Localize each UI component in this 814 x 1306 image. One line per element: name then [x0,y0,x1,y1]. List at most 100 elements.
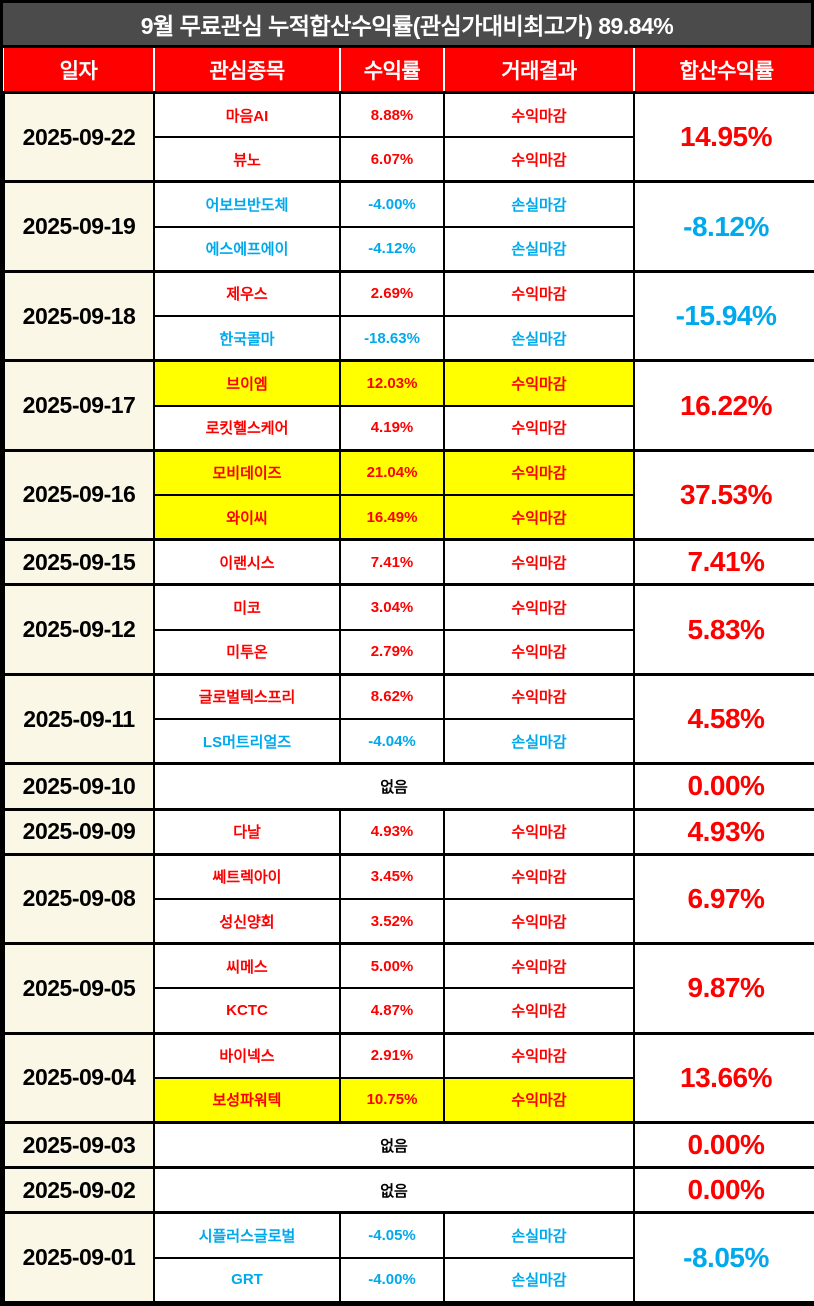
table-row: 미투온 2.79% 수익마감 [4,628,814,676]
total-return-cell: 4.93% [633,807,814,856]
table-row: 2025-09-08 쎄트렉아이 3.45% 수익마감 6.97% [3,852,814,945]
return-cell: 4.93% [339,807,445,856]
return-cell: 3.52% [339,897,445,945]
trade-result-cell: 수익마감 [443,359,635,407]
table-row: 2025-09-15 이랜시스 7.41% 수익마감 7.41% [3,538,814,586]
trade-result-cell: 수익마감 [443,404,635,452]
return-cell: 2.69% [339,269,445,318]
stock-name-cell: 바이넥스 [153,1031,341,1079]
table-row: 성신양회 3.52% 수익마감 [4,897,814,945]
stock-name-cell: GRT [153,1256,341,1304]
no-pick-cell: 없음 [153,1166,635,1214]
returns-table: 일자 관심종목 수익률 거래결과 합산수익률 2025-09-22 마음AI 8.88% 수익… [3,48,814,1304]
stock-name-cell: 뷰노 [153,136,341,183]
table-row: LS머트리얼즈 -4.04% 손실마감 [4,718,814,765]
column-header: 수익률 [339,48,445,94]
table-row: 에스에프에이 -4.12% 손실마감 [4,225,814,273]
stock-name-cell: 모비데이즈 [153,448,341,496]
return-cell: 21.04% [339,448,445,496]
stock-name-cell: 보성파워텍 [153,1076,341,1124]
trade-result-cell: 손실마감 [443,718,635,765]
header-row: 일자 관심종목 수익률 거래결과 합산수익률 [4,48,814,94]
total-return-cell: -15.94% [633,269,814,362]
trade-result-cell: 수익마감 [443,91,635,139]
date-cell: 2025-09-16 [3,448,155,541]
total-return-cell: 37.53% [633,448,814,541]
stock-name-cell: 마음AI [153,91,341,139]
trade-result-cell: 수익마감 [443,628,635,676]
date-cell: 2025-09-09 [3,807,155,856]
table-row: 보성파워텍 10.75% 수익마감 [4,1076,814,1124]
trade-result-cell: 손실마감 [443,315,635,362]
total-return-cell: 0.00% [633,1166,814,1214]
total-return-cell: 14.95% [633,90,814,183]
stock-name-cell: 글로벌텍스프리 [153,672,341,721]
table-body: 2025-09-22 마음AI 8.88% 수익마감 14.95% 뷰노 6.07% 수익마감… [3,90,814,1304]
table-row: 와이씨 16.49% 수익마감 [4,493,814,541]
trade-result-cell: 손실마감 [443,1256,635,1304]
trade-result-cell: 수익마감 [443,852,635,900]
return-cell: 4.87% [339,987,445,1035]
total-return-cell: 0.00% [633,1121,814,1169]
return-cell: 10.75% [339,1076,445,1124]
trade-result-cell: 수익마감 [443,1076,635,1124]
date-cell: 2025-09-08 [3,852,155,945]
total-return-cell: -8.05% [633,1211,814,1304]
stock-name-cell: 에스에프에이 [153,225,341,273]
date-cell: 2025-09-15 [3,538,155,586]
date-cell: 2025-09-17 [3,359,155,452]
table-title: 9월 무료관심 누적합산수익률(관심가대비최고가) 89.84% [3,3,811,48]
column-header: 관심종목 [153,48,341,94]
stock-name-cell: 이랜시스 [153,538,341,586]
total-return-cell: 16.22% [633,359,814,452]
return-cell: 3.04% [339,583,445,631]
table-header: 일자 관심종목 수익률 거래결과 합산수익률 [4,48,814,94]
trade-result-cell: 수익마감 [443,942,635,990]
table-row: 로킷헬스케어 4.19% 수익마감 [4,404,814,452]
table-row: 2025-09-05 씨메스 5.00% 수익마감 9.87% [3,942,814,1035]
total-return-cell: -8.12% [633,180,814,273]
return-cell: 4.19% [339,404,445,452]
date-cell: 2025-09-04 [3,1031,155,1124]
stock-name-cell: 어보브반도체 [153,180,341,228]
total-return-cell: 4.58% [633,672,814,765]
trade-result-cell: 손실마감 [443,180,635,228]
table-row: 2025-09-03 없음 0.00% [3,1121,814,1169]
total-return-cell: 0.00% [633,762,814,811]
return-cell: 7.41% [339,538,445,586]
total-return-cell: 6.97% [633,852,814,945]
date-cell: 2025-09-19 [3,180,155,273]
return-cell: -4.00% [339,180,445,228]
stock-name-cell: KCTC [153,987,341,1035]
trade-result-cell: 수익마감 [443,807,635,856]
table-row: 2025-09-11 글로벌텍스프리 8.62% 수익마감 4.58% [3,672,814,765]
return-cell: -4.00% [339,1256,445,1304]
return-cell: 8.88% [339,91,445,139]
table-row: 2025-09-17 브이엠 12.03% 수익마감 16.22% [3,359,814,452]
return-cell: 5.00% [339,942,445,990]
total-return-cell: 5.83% [633,583,814,676]
return-cell: 3.45% [339,852,445,900]
column-header: 합산수익률 [633,48,814,94]
stock-name-cell: 씨메스 [153,942,341,990]
return-cell: -4.05% [339,1211,445,1259]
date-cell: 2025-09-22 [3,90,155,183]
table-row: 2025-09-10 없음 0.00% [3,762,814,811]
column-header: 거래결과 [443,48,635,94]
table-row: GRT -4.00% 손실마감 [4,1256,814,1304]
table-row: 2025-09-16 모비데이즈 21.04% 수익마감 37.53% [3,448,814,541]
table-row: 2025-09-12 미코 3.04% 수익마감 5.83% [3,583,814,676]
stock-name-cell: 미투온 [153,628,341,676]
trade-result-cell: 수익마감 [443,583,635,631]
table-row: 2025-09-09 다날 4.93% 수익마감 4.93% [3,807,814,856]
return-cell: -4.12% [339,225,445,273]
trade-result-cell: 수익마감 [443,136,635,183]
total-return-cell: 7.41% [633,538,814,586]
stock-name-cell: 쎄트렉아이 [153,852,341,900]
trade-result-cell: 수익마감 [443,538,635,586]
trade-result-cell: 손실마감 [443,225,635,273]
no-pick-cell: 없음 [153,762,635,811]
table-row: 뷰노 6.07% 수익마감 [4,136,814,183]
total-return-cell: 13.66% [633,1031,814,1124]
